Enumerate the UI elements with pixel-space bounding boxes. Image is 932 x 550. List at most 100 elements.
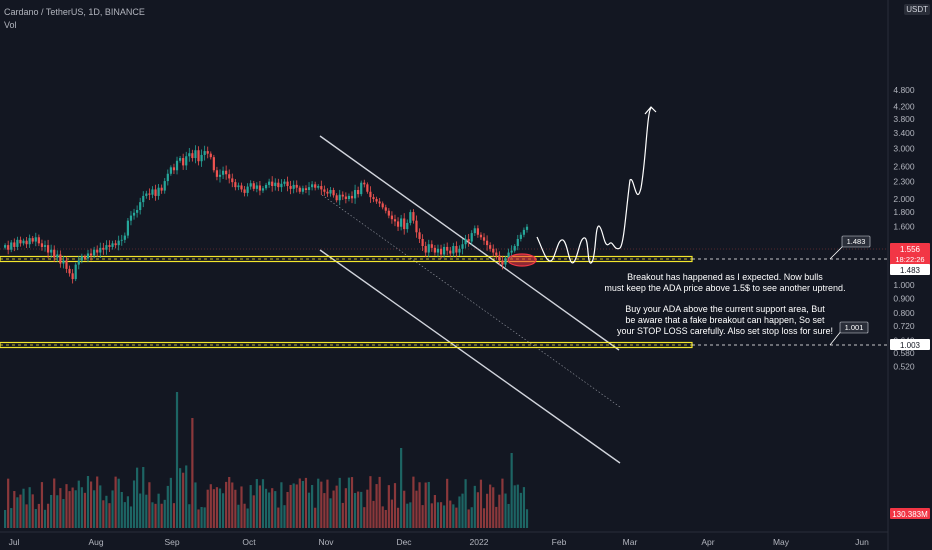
volume-bar (240, 486, 243, 528)
candle-body (396, 221, 400, 227)
candle-body (19, 239, 22, 244)
volume-bar (126, 496, 129, 528)
volume-bar (215, 487, 219, 528)
candle-body (59, 254, 62, 264)
candle-body (430, 244, 433, 248)
volume-bar (246, 508, 249, 528)
candle-body (338, 194, 341, 201)
volume-bar (436, 502, 440, 528)
candle-body (421, 238, 424, 247)
candle-body (40, 243, 44, 247)
candle-body (255, 185, 258, 189)
candle-body (268, 181, 271, 185)
candle-body (96, 249, 99, 253)
volume-bar (166, 485, 169, 528)
volume-bar (243, 503, 246, 528)
volume-bar (522, 487, 526, 528)
candle-body (492, 248, 495, 253)
volume-bar (353, 492, 357, 528)
volume-bar (34, 509, 37, 528)
candle-body (424, 246, 427, 253)
volume-bar (473, 485, 476, 528)
volume-bar (43, 509, 47, 528)
candle-body (501, 260, 504, 265)
volume-bar (320, 481, 323, 528)
volume-bar (258, 485, 262, 528)
volume-bar (206, 489, 209, 528)
resistance-label-box[interactable] (841, 235, 871, 248)
volume-bar (482, 508, 486, 528)
volume-bar (261, 479, 265, 528)
volume-bar (194, 482, 197, 528)
volume-bar (412, 476, 415, 528)
volume-bar (344, 488, 347, 528)
volume-bar (461, 493, 464, 528)
candle-body (123, 235, 126, 240)
volume-bar (249, 485, 252, 528)
candle-body (323, 189, 326, 192)
candle-body (31, 238, 34, 242)
candle-body (335, 195, 338, 201)
volume-bar (86, 476, 90, 528)
symbol-header: Cardano / TetherUS, 1D, BINANCE (4, 7, 145, 17)
support-price-value: 1.003 (900, 341, 921, 350)
candle-body (317, 186, 320, 188)
volume-bar (525, 509, 529, 528)
candle-body (221, 170, 225, 175)
volume-bar (455, 507, 458, 528)
candle-body (172, 167, 176, 171)
volume-bar (421, 505, 424, 528)
volume-label: Vol (4, 20, 17, 30)
volume-bar (209, 484, 212, 528)
current-price-tag[interactable] (890, 243, 930, 266)
volume-bar (384, 509, 387, 528)
volume-bar (390, 499, 394, 528)
time-tick-label: Feb (552, 537, 567, 547)
candle-body (353, 189, 357, 199)
candle-body (7, 245, 10, 250)
volume-tag[interactable] (890, 508, 930, 519)
candle-body (209, 153, 212, 158)
candle-body (46, 245, 50, 253)
volume-bar (93, 490, 96, 528)
candle-body (132, 212, 136, 216)
candle-body (357, 189, 360, 195)
volume-bar (139, 493, 142, 528)
candle-body (13, 242, 16, 247)
volume-bar (185, 465, 188, 528)
candle-body (166, 173, 169, 182)
volume-bar (182, 472, 185, 528)
resistance-price-tag[interactable] (890, 264, 930, 275)
volume-bar (314, 507, 317, 528)
support-price-tag[interactable] (890, 339, 930, 350)
candle-body (350, 195, 354, 199)
candle-body (225, 170, 228, 175)
candle-body (372, 197, 375, 199)
volume-bar (427, 481, 430, 528)
candle-body (449, 250, 452, 254)
volume-bar (492, 487, 495, 528)
candle-body (415, 220, 418, 233)
volume-bar (329, 498, 332, 528)
resistance-label-text: 1.483 (847, 237, 866, 246)
volume-bar (178, 468, 182, 528)
currency-tag[interactable]: USDT (904, 4, 930, 15)
volume-bar (510, 453, 513, 528)
volume-bar (280, 482, 283, 528)
support-label-box[interactable] (839, 321, 869, 334)
candle-body (203, 151, 206, 155)
volume-bar (37, 503, 40, 528)
candle-body (390, 215, 394, 220)
candle-body (200, 154, 203, 162)
price-tick-label: 2.000 (893, 194, 915, 204)
candle-body (363, 182, 366, 185)
candle-body (283, 181, 286, 184)
volume-bar (415, 490, 418, 528)
time-tick-label: Apr (701, 537, 714, 547)
candle-body (145, 193, 148, 196)
volume-value: 130.383M (892, 510, 928, 519)
candle-body (154, 189, 157, 196)
candle-body (286, 181, 289, 187)
volume-bar (323, 493, 326, 528)
